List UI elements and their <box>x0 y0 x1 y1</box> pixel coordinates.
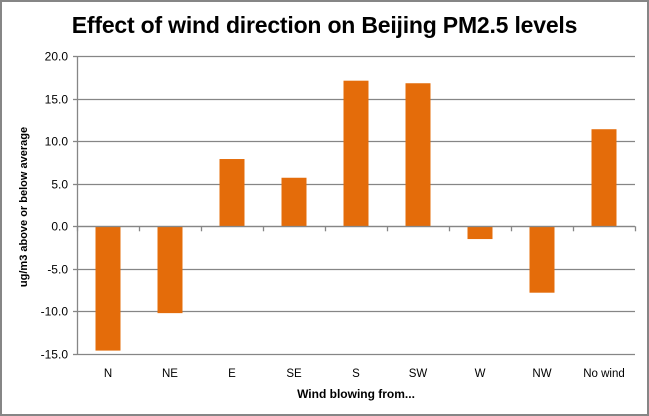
y-tick-label: 10.0 <box>45 135 69 149</box>
x-category-label: S <box>352 368 360 380</box>
x-category-label: E <box>228 368 236 380</box>
bar-nw <box>529 226 555 293</box>
x-category-label: NE <box>162 368 178 380</box>
chart-title: Effect of wind direction on Beijing PM2.… <box>71 12 578 38</box>
y-tick-label: 5.0 <box>51 178 68 192</box>
bar-no-wind <box>591 129 617 227</box>
bar-se <box>281 177 307 227</box>
x-category-label: SE <box>286 368 302 380</box>
y-tick-label: -15.0 <box>41 348 69 362</box>
y-tick-label: -10.0 <box>41 305 69 319</box>
x-category-label: W <box>475 368 486 380</box>
y-axis-ticks: 20.0 15.0 10.0 5.0 0.0 -5.0 -10.0 -15.0 <box>41 50 77 362</box>
y-tick-label: 15.0 <box>45 93 69 107</box>
bar-series <box>95 80 617 351</box>
bar-e <box>219 159 245 227</box>
x-category-label: SW <box>409 368 428 380</box>
x-axis-label: Wind blowing from... <box>297 387 415 401</box>
x-category-label: No wind <box>583 368 625 380</box>
y-tick-label: -5.0 <box>47 263 68 277</box>
bar-ne <box>157 226 183 314</box>
x-category-label: NW <box>532 368 551 380</box>
bar-sw <box>405 83 431 227</box>
x-category-label: N <box>104 368 112 380</box>
bar-w <box>467 226 493 240</box>
y-tick-label: 0.0 <box>51 220 68 234</box>
x-axis-ticks: N NE E SE S SW W NW No wind <box>76 226 637 380</box>
axes <box>76 56 635 355</box>
y-tick-label: 20.0 <box>45 50 69 64</box>
bar-s <box>343 80 369 227</box>
bar-n <box>95 226 121 351</box>
